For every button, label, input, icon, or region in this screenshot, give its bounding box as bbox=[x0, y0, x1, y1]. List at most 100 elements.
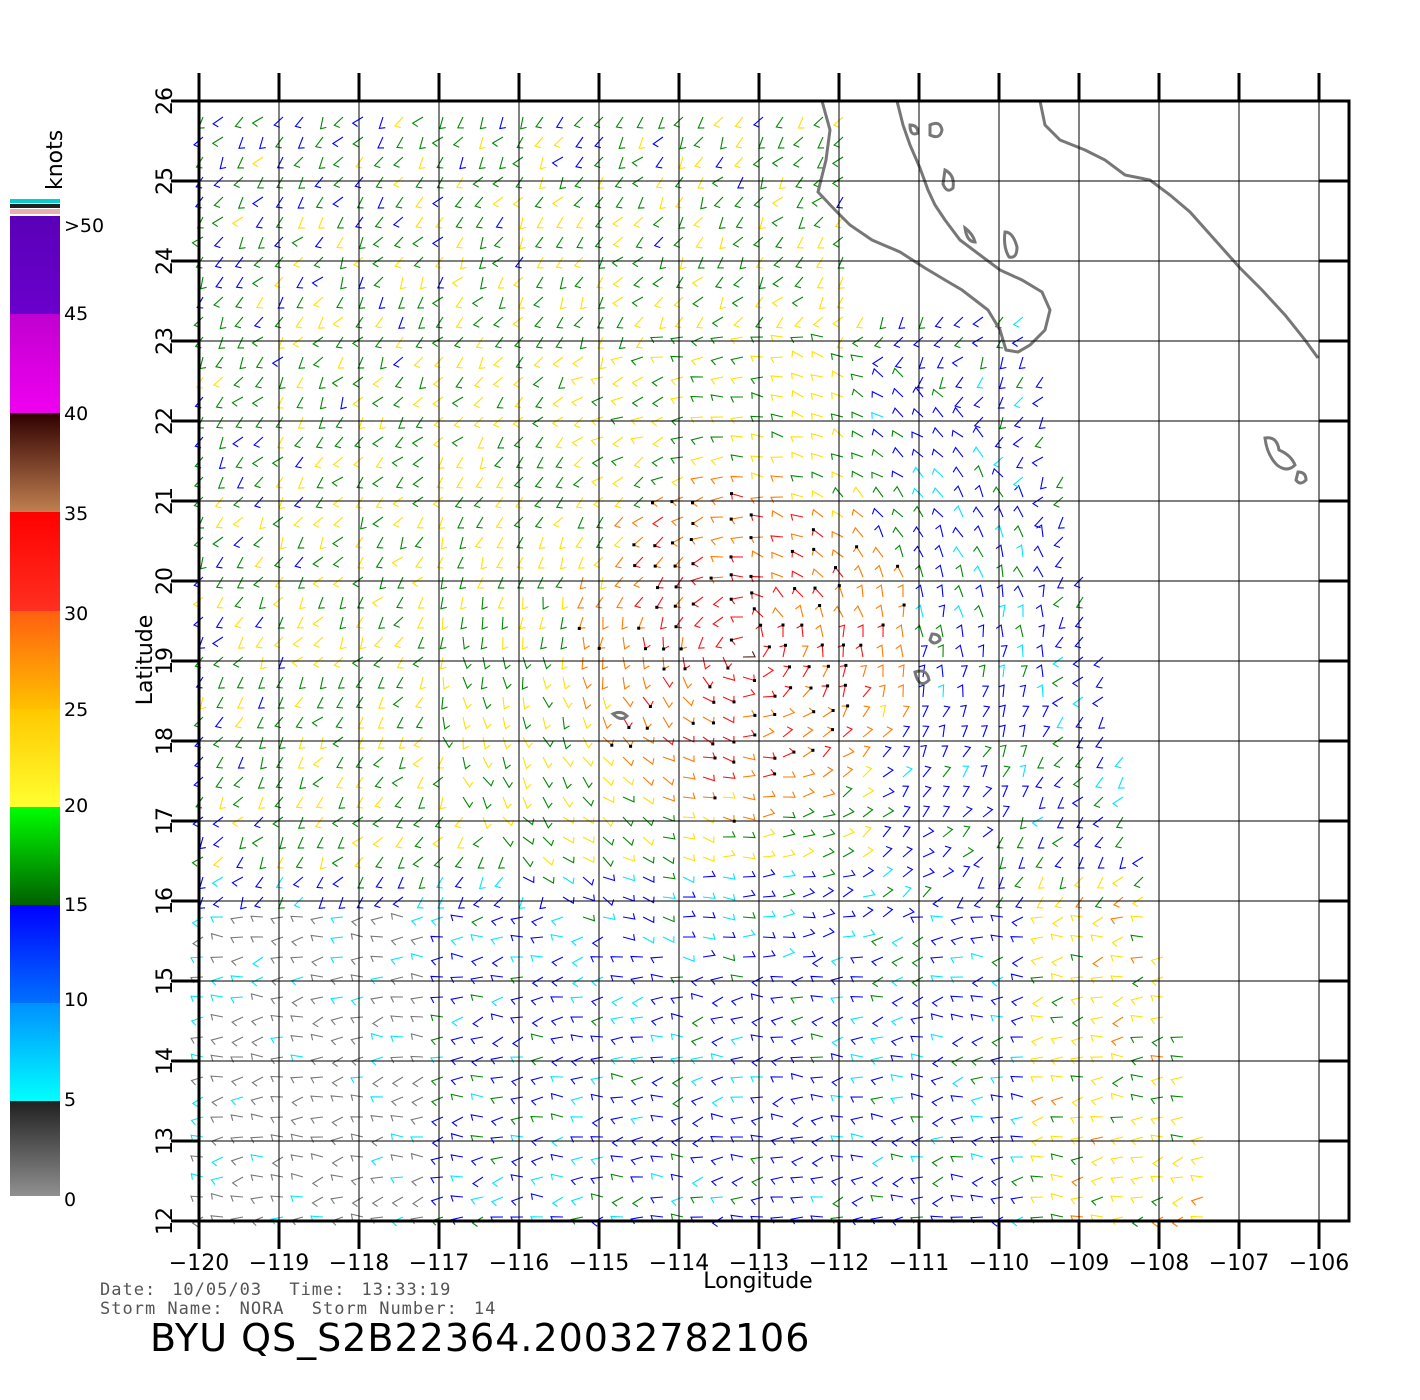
wind-barb bbox=[990, 1014, 1004, 1022]
wind-barb bbox=[375, 876, 384, 889]
wind-barb bbox=[957, 684, 964, 698]
wind-barb bbox=[310, 996, 324, 1005]
wind-barb bbox=[771, 156, 784, 167]
wind-barb bbox=[462, 756, 471, 770]
wind-barb bbox=[522, 696, 530, 710]
wind-barb bbox=[715, 636, 724, 649]
wind-barb bbox=[770, 356, 784, 364]
wind-barb bbox=[962, 785, 971, 798]
wind-barb bbox=[1051, 836, 1064, 848]
wind-barb bbox=[237, 696, 244, 709]
wind-barb bbox=[530, 916, 544, 927]
wind-barb bbox=[771, 196, 784, 208]
wind-barb bbox=[297, 416, 305, 429]
wind-barb bbox=[390, 1035, 404, 1042]
wind-barb bbox=[1019, 764, 1027, 778]
island-3 bbox=[941, 167, 955, 192]
rain-flag-dot bbox=[773, 713, 777, 716]
wind-barb bbox=[976, 376, 984, 389]
wind-barb bbox=[270, 1116, 284, 1124]
wind-barb bbox=[862, 726, 874, 738]
wind-barb bbox=[999, 416, 1006, 430]
wind-barb bbox=[751, 976, 764, 987]
wind-barb bbox=[922, 725, 930, 738]
wind-barb bbox=[1076, 816, 1084, 829]
wind-barb bbox=[237, 636, 245, 649]
wind-barb bbox=[331, 536, 344, 548]
wind-barb bbox=[631, 996, 644, 1007]
wind-barb bbox=[1030, 1076, 1044, 1083]
wind-barb bbox=[990, 1116, 1004, 1124]
wind-barb bbox=[690, 336, 704, 347]
wind-barb bbox=[250, 1016, 264, 1026]
wind-barb bbox=[915, 604, 924, 618]
wind-barb bbox=[593, 116, 604, 129]
wind-barb bbox=[234, 616, 244, 629]
wind-barb bbox=[832, 316, 844, 328]
wind-barb bbox=[410, 972, 424, 980]
wind-barb bbox=[1130, 996, 1144, 1005]
wind-barb bbox=[1010, 1056, 1024, 1063]
wind-barb bbox=[450, 976, 464, 984]
wind-barb bbox=[472, 1016, 484, 1028]
wind-barb bbox=[542, 656, 552, 670]
wind-barb bbox=[531, 1016, 544, 1027]
wind-barb bbox=[691, 1116, 704, 1128]
wind-barb bbox=[875, 584, 884, 598]
rain-flag-dot bbox=[800, 623, 804, 627]
wind-barb bbox=[431, 336, 444, 348]
wind-barb bbox=[298, 596, 306, 610]
wind-barb bbox=[782, 829, 796, 838]
x-axis-title: Longitude bbox=[703, 1269, 812, 1294]
wind-barb bbox=[470, 1135, 484, 1142]
wind-barb bbox=[822, 766, 834, 778]
wind-barb bbox=[693, 136, 704, 149]
wind-barb bbox=[1071, 1096, 1084, 1107]
wind-barb bbox=[340, 396, 347, 410]
rain-flag-dot bbox=[820, 643, 824, 647]
wind-barb bbox=[450, 996, 464, 1005]
wind-barb bbox=[831, 1016, 844, 1027]
wind-barb bbox=[683, 931, 696, 938]
wind-barb bbox=[737, 176, 744, 189]
wind-barb bbox=[339, 596, 347, 610]
wind-barb bbox=[655, 156, 664, 169]
wind-barb bbox=[570, 1034, 584, 1041]
rain-flag-dot bbox=[633, 564, 637, 568]
wind-barb bbox=[795, 256, 804, 269]
rain-flag-dot bbox=[807, 665, 811, 669]
wind-barb bbox=[942, 705, 951, 718]
rain-flag-dot bbox=[826, 664, 830, 668]
wind-barb bbox=[551, 1196, 564, 1207]
wind-barb bbox=[199, 696, 207, 710]
wind-barb bbox=[510, 1174, 524, 1181]
wind-barb bbox=[534, 196, 544, 209]
wind-barb bbox=[1090, 1076, 1104, 1086]
wind-barb bbox=[551, 1136, 564, 1147]
wind-barb bbox=[492, 376, 504, 388]
wind-barb bbox=[582, 836, 595, 844]
wind-barb bbox=[730, 1116, 744, 1125]
wind-barb bbox=[510, 1196, 524, 1206]
wind-barb bbox=[1039, 476, 1047, 490]
wind-barb bbox=[1054, 856, 1064, 869]
wind-barb bbox=[996, 564, 1004, 578]
wind-barb bbox=[1017, 604, 1024, 617]
wind-barb bbox=[956, 896, 964, 909]
wind-barb bbox=[871, 471, 884, 479]
wind-barb bbox=[611, 256, 624, 267]
wind-barb bbox=[1072, 696, 1084, 708]
wind-barb bbox=[791, 296, 804, 307]
wind-barb bbox=[631, 376, 644, 387]
wind-barb bbox=[331, 376, 344, 387]
wind-barb bbox=[430, 916, 444, 926]
wind-barb bbox=[810, 392, 824, 400]
wind-barb bbox=[522, 796, 532, 810]
wind-barb bbox=[902, 705, 910, 718]
wind-barb bbox=[882, 807, 895, 818]
wind-barb bbox=[210, 1036, 224, 1046]
legend-band-40-45 bbox=[10, 314, 60, 413]
wind-barb bbox=[633, 456, 644, 469]
wind-barb bbox=[410, 916, 424, 926]
wind-barb bbox=[1170, 1134, 1184, 1141]
